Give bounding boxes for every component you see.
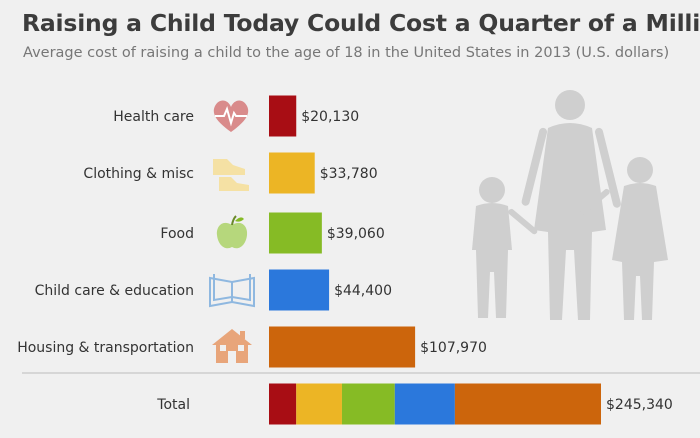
- apple-icon: [216, 215, 248, 249]
- bar: [269, 212, 322, 254]
- bar: [269, 269, 330, 311]
- stacked-segment: [454, 383, 601, 425]
- stacked-segment: [269, 383, 297, 425]
- stacked-segment: [296, 383, 342, 425]
- value-label: $107,970: [420, 340, 487, 356]
- value-label: $20,130: [301, 109, 359, 125]
- total-value-label: $245,340: [606, 397, 673, 413]
- bar: [269, 326, 416, 368]
- category-label: Health care: [113, 109, 194, 125]
- stacked-segment: [394, 383, 455, 425]
- value-label: $44,400: [334, 283, 392, 299]
- family-silhouette-icon: [472, 90, 668, 320]
- category-label: Clothing & misc: [83, 166, 194, 182]
- shoes-icon: [213, 159, 249, 191]
- chart-subtitle: Average cost of raising a child to the a…: [23, 45, 670, 61]
- value-label: $33,780: [320, 166, 378, 182]
- category-label: Food: [160, 226, 194, 242]
- category-label: Housing & transportation: [17, 340, 194, 356]
- chart-title: Raising a Child Today Could Cost a Quart…: [22, 9, 700, 37]
- category-label: Child care & education: [35, 283, 194, 299]
- open-book-icon: [209, 274, 255, 308]
- value-label: $39,060: [327, 226, 385, 242]
- stacked-segment: [341, 383, 395, 425]
- house-icon: [212, 329, 252, 363]
- bar: [269, 95, 297, 137]
- heart-pulse-icon: [213, 100, 249, 132]
- total-label: Total: [156, 397, 190, 413]
- bar: [269, 152, 315, 194]
